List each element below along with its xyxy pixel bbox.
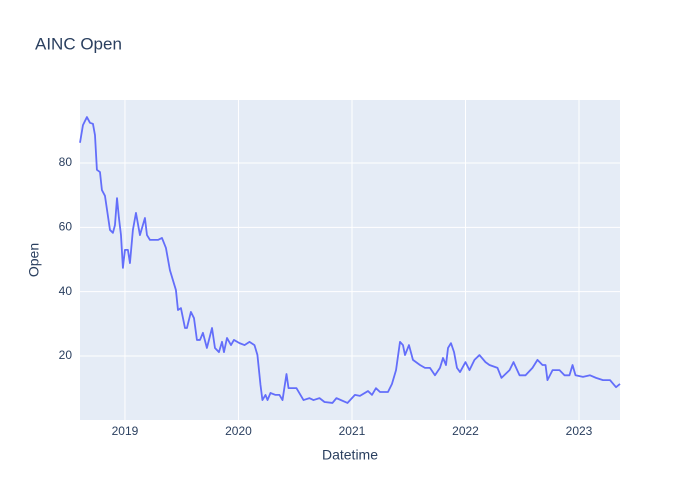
data-line <box>79 116 621 404</box>
x-tick-label: 2020 <box>225 424 252 438</box>
y-tick-label: 20 <box>59 348 73 362</box>
x-axis-title: Datetime <box>322 447 378 463</box>
chart-title: AINC Open <box>35 34 122 53</box>
plot-area <box>80 100 620 420</box>
x-tick-label: 2021 <box>339 424 366 438</box>
x-tick-label: 2022 <box>452 424 479 438</box>
y-tick-label: 60 <box>59 220 73 234</box>
y-tick-label: 80 <box>59 155 73 169</box>
y-tick-label: 40 <box>59 284 73 298</box>
x-tick-label: 2019 <box>112 424 139 438</box>
y-axis-title: Open <box>26 243 42 277</box>
x-tick-label: 2023 <box>566 424 593 438</box>
